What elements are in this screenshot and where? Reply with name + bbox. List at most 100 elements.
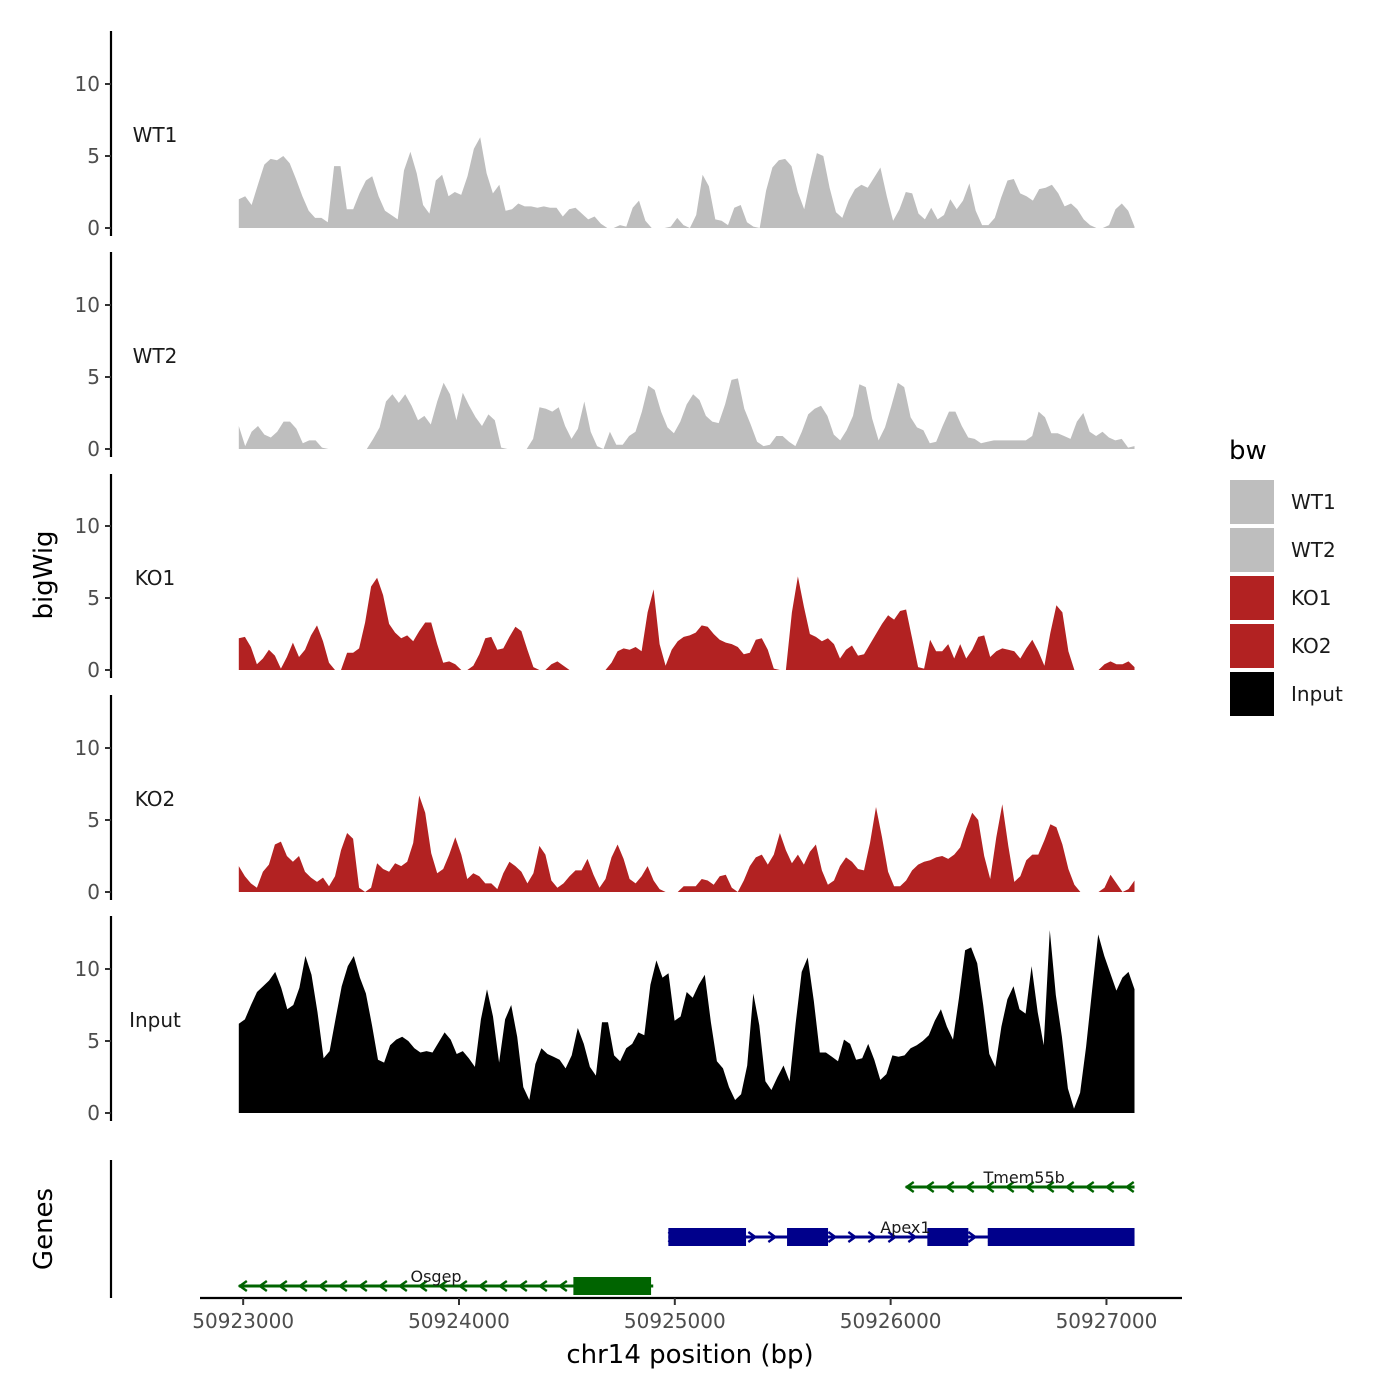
genes-axis-title: Genes [29,1188,59,1270]
gene-exon [927,1228,969,1246]
coverage-area-wt2 [238,378,1135,449]
legend-label-ko1: KO1 [1291,586,1332,610]
y-tick-label: 0 [87,880,100,904]
legend: bw WT1 WT2 KO1 KO2 Input [1229,436,1343,716]
strand-chevron [1044,1181,1055,1193]
strand-chevron [477,1280,488,1292]
y-tick-label: 5 [87,144,100,168]
strand-chevron [1084,1181,1095,1193]
track-ko1: 0 5 10 KO1 [75,474,1135,682]
gene-exon [987,1228,1135,1246]
strand-chevron [537,1280,548,1292]
legend-key-ko1 [1230,576,1274,620]
strand-chevron [887,1231,898,1243]
strand-chevron [417,1280,428,1292]
strand-chevron [1024,1181,1035,1193]
strand-chevron [397,1280,408,1292]
gene-exon [573,1277,652,1295]
gene-apex1: Apex1 [667,1218,1135,1246]
strand-chevron [1124,1181,1135,1193]
coverage-area-ko1 [238,576,1135,670]
legend-label-ko2: KO2 [1291,634,1332,658]
gene-osgep: Osgep [237,1267,654,1295]
strand-chevron [1004,1181,1015,1193]
y-tick-label: 5 [87,365,100,389]
x-tick-label: 50926000 [840,1309,942,1333]
strand-chevron [847,1231,858,1243]
strand-chevron [337,1280,348,1292]
x-tick-label: 50927000 [1056,1309,1158,1333]
strand-chevron [944,1181,955,1193]
legend-label-input: Input [1291,682,1343,706]
y-tick-label: 0 [87,216,100,240]
track-label-wt2: WT2 [133,344,178,368]
y-tick-label: 5 [87,1029,100,1053]
track-label-input: Input [129,1008,181,1032]
strand-chevron [984,1181,995,1193]
strand-chevron [457,1280,468,1292]
legend-key-wt2 [1230,528,1274,572]
strand-chevron [257,1280,268,1292]
strand-chevron [557,1280,568,1292]
strand-chevron [827,1231,838,1243]
track-input: 0 5 10 Input [75,916,1135,1125]
strand-chevron [767,1231,778,1243]
track-label-wt1: WT1 [133,123,178,147]
y-tick-label: 10 [75,957,100,981]
y-tick-label: 10 [75,72,100,96]
track-ko2: 0 5 10 KO2 [75,695,1135,904]
gene-exon [787,1228,829,1246]
strand-chevron [437,1280,448,1292]
x-tick-label: 50924000 [408,1309,510,1333]
y-tick-label: 5 [87,808,100,832]
gene-label-osgep: Osgep [410,1267,461,1286]
strand-chevron [237,1280,248,1292]
y-tick-label: 5 [87,586,100,610]
strand-chevron [924,1181,935,1193]
strand-chevron [357,1280,368,1292]
strand-chevron [497,1280,508,1292]
legend-key-input [1230,672,1274,716]
y-axis-title: bigWig [29,530,59,619]
strand-chevron [867,1231,878,1243]
x-tick-label: 50925000 [624,1309,726,1333]
strand-chevron [317,1280,328,1292]
gene-track: Tmem55b Apex1 Osgep [109,1160,1135,1298]
gene-exon [668,1228,747,1246]
track-wt2: 0 5 10 WT2 [75,252,1135,461]
gene-label-apex1: Apex1 [880,1218,930,1237]
y-tick-label: 10 [75,514,100,538]
legend-title: bw [1229,436,1267,466]
strand-chevron [747,1231,758,1243]
track-label-ko2: KO2 [135,787,176,811]
coverage-area-wt1 [238,137,1135,228]
gene-label-tmem55b: Tmem55b [982,1168,1064,1187]
gene-tmem55b: Tmem55b [904,1168,1135,1193]
y-tick-label: 0 [87,1101,100,1125]
strand-chevron [964,1181,975,1193]
strand-chevron [904,1181,915,1193]
strand-chevron [277,1280,288,1292]
strand-chevron [1104,1181,1115,1193]
y-tick-label: 10 [75,293,100,317]
coverage-area-input [238,930,1135,1113]
coverage-tracks: 0 5 10 WT1 0 5 10 WT2 0 5 10 KO1 0 5 10 KO2 0 5 10 Input [75,31,1135,1125]
x-tick-label: 50923000 [192,1309,294,1333]
track-label-ko1: KO1 [135,566,176,590]
strand-chevron [297,1280,308,1292]
strand-chevron [377,1280,388,1292]
x-axis-title: chr14 position (bp) [566,1340,813,1370]
y-tick-label: 0 [87,437,100,461]
y-tick-label: 0 [87,658,100,682]
coverage-area-ko2 [238,795,1135,892]
legend-key-wt1 [1230,480,1274,524]
strand-chevron [517,1280,528,1292]
y-tick-label: 10 [75,736,100,760]
strand-chevron [1064,1181,1075,1193]
x-axis: 50923000 50924000 50925000 50926000 50927000 [192,1296,1182,1333]
legend-label-wt1: WT1 [1291,490,1336,514]
strand-chevron [907,1231,918,1243]
legend-key-ko2 [1230,624,1274,668]
strand-chevron [967,1231,978,1243]
